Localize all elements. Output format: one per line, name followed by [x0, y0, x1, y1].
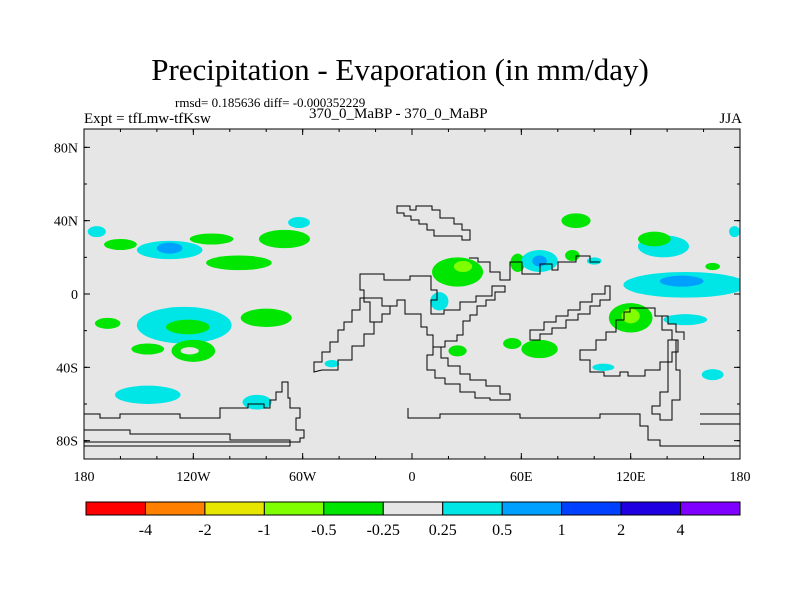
- x-tick-label: 60E: [510, 470, 533, 485]
- runs-label: 370_0_MaBP - 370_0_MaBP: [309, 106, 488, 122]
- x-tick-label: 180: [74, 470, 95, 485]
- field-patch: [156, 242, 183, 254]
- coastline-asia: [469, 255, 600, 281]
- field-patch: [453, 261, 473, 272]
- colorbar-label: -0.25: [367, 522, 400, 539]
- experiment-label: Expt = tfLmw-tfKsw: [84, 111, 211, 127]
- colorbar-box: [204, 501, 265, 516]
- colorbar-label: 0.25: [429, 522, 457, 539]
- coastline-eurasia-north: [396, 205, 471, 241]
- field-patch: [87, 226, 106, 238]
- field-patch: [104, 239, 137, 250]
- field-patch: [114, 385, 181, 405]
- field-patch: [705, 262, 720, 271]
- colorbar-label: 0.5: [492, 522, 512, 539]
- field-patch: [448, 345, 467, 357]
- field-patch: [503, 338, 522, 349]
- colorbar-box: [501, 501, 563, 516]
- field-patch: [131, 343, 165, 355]
- y-tick-label: 40S: [56, 361, 78, 376]
- field-patch: [592, 363, 615, 372]
- colorbar-box: [323, 501, 384, 516]
- colorbar-label: -2: [198, 522, 211, 539]
- field-patch: [729, 226, 740, 238]
- x-tick-label: 180: [730, 470, 751, 485]
- colorbar-labels: -4 -2 -1 -0.5 -0.25 0.25 0.5 1 2 4: [139, 522, 685, 539]
- field-patch: [586, 257, 602, 265]
- field-patch: [180, 347, 199, 355]
- axis-ticks: [83, 129, 741, 459]
- colorbar-box: [382, 501, 444, 516]
- colorbar-label: 4: [677, 522, 685, 539]
- colorbar-label: -0.5: [311, 522, 336, 539]
- field-patch: [242, 394, 272, 410]
- field-patch: [430, 292, 449, 311]
- coastline-antarctica-inner: [84, 429, 291, 447]
- colorbar-box: [561, 501, 622, 516]
- coastline-south-america: [313, 297, 391, 373]
- field-patch: [521, 339, 558, 359]
- y-tick-label: 0: [71, 288, 78, 303]
- field-patch: [206, 255, 272, 271]
- coastline-new-zealand: [651, 339, 681, 421]
- x-tick-label: 120W: [176, 470, 211, 485]
- field-patch: [166, 319, 210, 335]
- field-patch: [663, 314, 708, 326]
- colorbar-box: [680, 501, 741, 516]
- field-patch: [637, 231, 671, 247]
- plot-title: Precipitation - Evaporation (in mm/day): [151, 52, 649, 87]
- season-label: JJA: [719, 111, 742, 127]
- field-patch: [432, 257, 484, 287]
- coastline-antarctica-east: [407, 408, 740, 447]
- coastline-australia-east: [655, 315, 685, 340]
- stats-label: rmsd= 0.185636 diff= -0.000352229: [175, 95, 366, 110]
- field-patch: [324, 360, 340, 368]
- colorbar-box: [442, 501, 503, 516]
- coastline-africa-south: [426, 346, 511, 401]
- field-patch: [288, 217, 310, 228]
- y-tick-label: 80N: [54, 141, 78, 156]
- y-tick-label: 80S: [56, 435, 78, 450]
- field-patch: [561, 213, 591, 229]
- colorbar-box: [263, 501, 325, 516]
- colorbar-label: -1: [258, 522, 271, 539]
- colorbar-label: 2: [617, 522, 625, 539]
- field-patch: [240, 308, 292, 328]
- coastline-indochina: [529, 285, 611, 341]
- colorbar-label: -4: [139, 522, 152, 539]
- colorbar-box: [620, 501, 682, 516]
- field-patch: [701, 369, 724, 381]
- colorbar: [85, 501, 741, 516]
- coastline-antarctica-right: [700, 413, 740, 425]
- colorbar-box: [85, 501, 146, 516]
- coastline-australia: [579, 307, 679, 377]
- field-patch: [189, 233, 234, 245]
- x-tick-labels: 180 120W 60W 0 60E 120E 180: [74, 470, 751, 485]
- coastlines: [84, 205, 740, 447]
- map-background: [84, 129, 740, 459]
- x-tick-label: 0: [409, 470, 416, 485]
- coastline-antarctica-west: [84, 381, 305, 443]
- field-patch: [659, 275, 704, 287]
- y-tick-label: 40N: [54, 215, 78, 230]
- x-tick-label: 120E: [616, 470, 646, 485]
- colorbar-label: 1: [558, 522, 566, 539]
- field-patch: [258, 229, 310, 249]
- field-patch: [510, 253, 525, 272]
- y-tick-labels: 80N 40N 0 40S 80S: [54, 141, 78, 449]
- field-patch: [94, 317, 121, 329]
- x-tick-label: 60W: [289, 470, 317, 485]
- colorbar-box: [144, 501, 206, 516]
